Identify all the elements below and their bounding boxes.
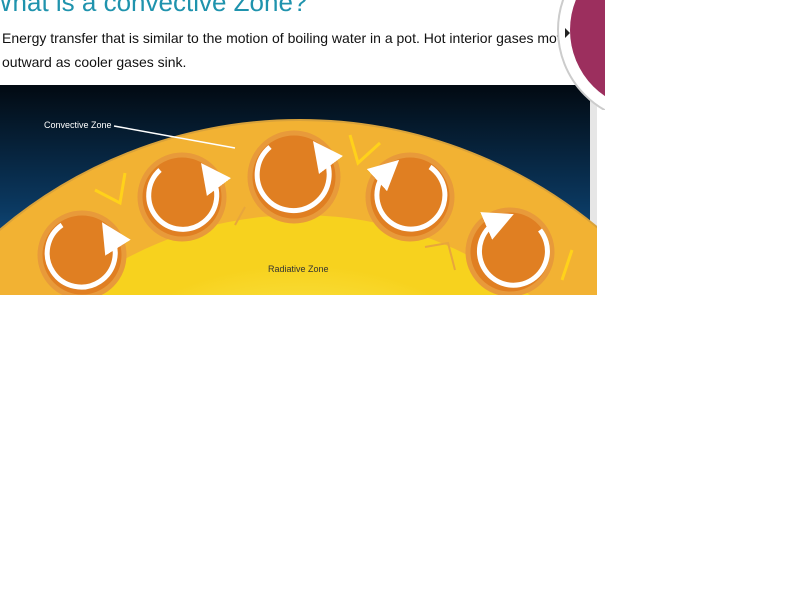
arrow bbox=[366, 159, 448, 232]
arrow bbox=[254, 140, 343, 214]
arrow bbox=[94, 172, 127, 206]
heading: What is a convective Zone? bbox=[0, 0, 308, 17]
arrow bbox=[476, 212, 550, 288]
cell bbox=[365, 152, 455, 242]
arrow bbox=[348, 134, 382, 166]
cell bbox=[247, 130, 341, 224]
flow-arrows bbox=[94, 134, 574, 281]
arrow bbox=[234, 206, 246, 226]
paragraph: Energy transfer that is similar to the m… bbox=[2, 30, 572, 70]
arrow bbox=[424, 241, 456, 271]
sun-diagram: Convective Zone Radiative Zone bbox=[0, 85, 597, 295]
figure-label: Convective Zone bbox=[44, 120, 112, 130]
widget-arrow[interactable] bbox=[565, 28, 570, 38]
scroll-edge bbox=[590, 85, 597, 295]
side-widget[interactable] bbox=[555, 0, 605, 110]
arrow bbox=[560, 249, 574, 281]
widget-disc[interactable] bbox=[570, 0, 605, 110]
label-leader bbox=[113, 125, 236, 149]
figure-label: Radiative Zone bbox=[268, 264, 329, 274]
arrow bbox=[146, 162, 231, 232]
cell-arrows bbox=[44, 140, 550, 290]
arrow bbox=[44, 222, 131, 290]
cell bbox=[37, 210, 127, 295]
sink-arrows bbox=[234, 206, 456, 271]
cell bbox=[137, 152, 227, 242]
